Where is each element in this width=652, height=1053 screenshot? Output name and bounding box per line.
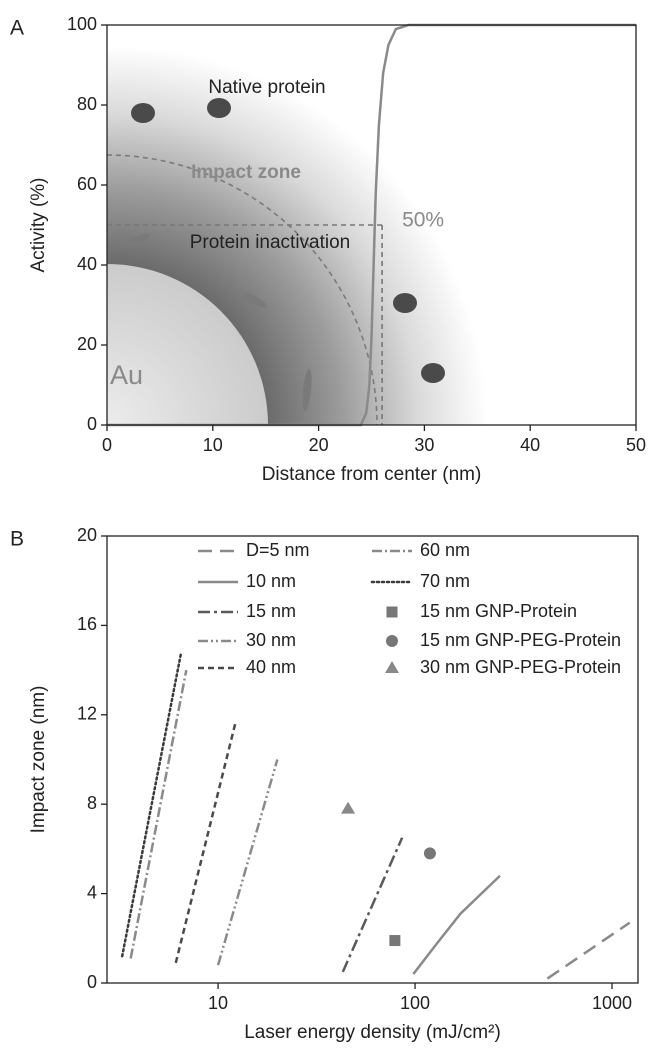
- legend-label: 30 nm: [246, 630, 296, 650]
- legend-label: 70 nm: [420, 571, 470, 591]
- legend-label: 10 nm: [246, 571, 296, 591]
- inactive-protein: [302, 369, 312, 411]
- x-tick-label: 30: [414, 435, 434, 455]
- legend-label: D=5 nm: [246, 540, 310, 560]
- protein: [131, 103, 155, 123]
- annotation: Au: [110, 360, 143, 390]
- legend-label: 60 nm: [420, 540, 470, 560]
- y-axis-label: Impact zone (nm): [28, 686, 49, 834]
- protein: [421, 363, 445, 383]
- illustration: [107, 25, 636, 425]
- marker: [385, 661, 399, 673]
- plot-frame: [106, 535, 639, 984]
- legend-label: 30 nm GNP-PEG-Protein: [420, 657, 621, 677]
- y-axis-label: Activity (%): [28, 178, 49, 273]
- protein: [207, 98, 231, 118]
- y-tick-label: 60: [77, 174, 97, 194]
- series-line: [107, 23, 636, 427]
- gold-particle: [107, 264, 268, 425]
- y-tick-label: 20: [77, 525, 97, 545]
- series-line: [341, 837, 404, 973]
- inactive-protein: [125, 233, 151, 247]
- series-line: [546, 921, 631, 980]
- y-tick-label: 0: [87, 414, 97, 434]
- annotation: Protein inactivation: [190, 232, 351, 253]
- x-tick-label: 50: [626, 435, 646, 455]
- x-tick-label: 1000: [592, 993, 632, 1013]
- y-tick-label: 4: [87, 882, 97, 902]
- x-tick-label: 100: [400, 993, 430, 1013]
- x-tick-label: 20: [309, 435, 329, 455]
- protein: [393, 293, 417, 313]
- series-line: [174, 721, 237, 964]
- x-tick-label: 0: [102, 435, 112, 455]
- y-tick-label: 16: [77, 614, 97, 634]
- y-tick-label: 8: [87, 793, 97, 813]
- marker: [341, 801, 356, 814]
- series-line: [120, 650, 183, 958]
- series-line: [216, 759, 279, 966]
- y-tick-label: 80: [77, 94, 97, 114]
- panel-label: B: [10, 528, 24, 551]
- panel-label: A: [10, 17, 24, 40]
- series-line: [129, 669, 188, 959]
- y-tick-label: 20: [77, 334, 97, 354]
- annotation: Impact zone: [191, 162, 301, 183]
- y-tick-label: 0: [87, 972, 97, 992]
- legend-label: 40 nm: [246, 657, 296, 677]
- x-tick-label: 10: [203, 435, 223, 455]
- inactive-protein: [241, 292, 267, 308]
- marker: [389, 935, 401, 947]
- x-axis-label: Laser energy density (mJ/cm²): [244, 1022, 501, 1043]
- series-line: [412, 874, 501, 975]
- threshold-label: 50%: [402, 209, 444, 232]
- x-tick-label: 40: [520, 435, 540, 455]
- legend-label: 15 nm GNP-PEG-Protein: [420, 630, 621, 650]
- y-tick-label: 40: [77, 254, 97, 274]
- x-tick-label: 10: [208, 993, 228, 1013]
- annotation: Native protein: [208, 77, 325, 98]
- marker: [423, 847, 436, 860]
- marker: [386, 635, 398, 647]
- marker: [386, 606, 398, 618]
- plot-frame: [106, 24, 637, 426]
- y-tick-label: 12: [77, 704, 97, 724]
- legend-label: 15 nm GNP-Protein: [420, 601, 577, 621]
- x-axis-label: Distance from center (nm): [262, 464, 482, 485]
- y-tick-label: 100: [67, 14, 97, 34]
- legend-label: 15 nm: [246, 601, 296, 621]
